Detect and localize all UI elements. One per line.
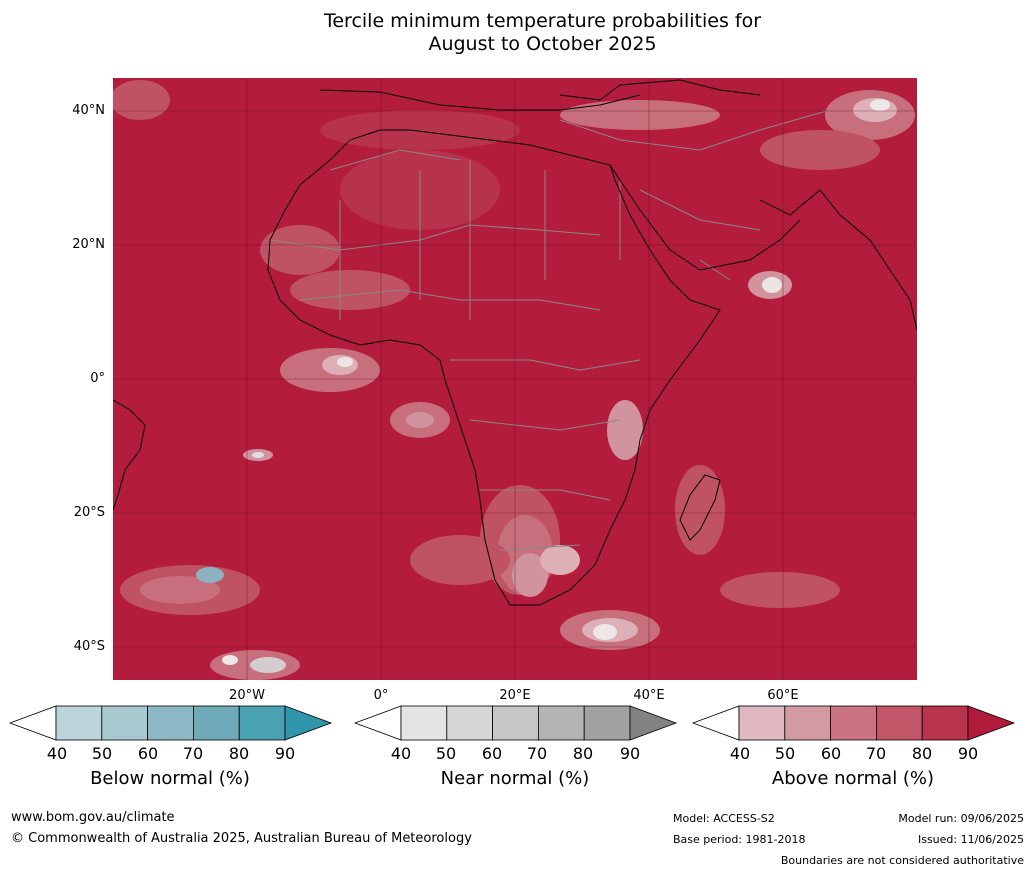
base-period: Base period: 1981-2018 — [673, 833, 806, 846]
colorbar-segment — [875, 705, 923, 741]
map-area — [113, 78, 917, 680]
title-line-2: August to October 2025 — [428, 33, 657, 55]
lat-label-40n: 40°N — [72, 103, 105, 118]
probability-shading — [113, 80, 915, 680]
lon-label-60e: 60°E — [767, 688, 799, 703]
colorbar-segment — [784, 705, 832, 741]
coastlines — [113, 79, 917, 606]
colorbar-segment — [147, 705, 194, 741]
cbar-tick: 90 — [957, 744, 979, 763]
colorbar-segment — [400, 705, 448, 741]
gridlines — [113, 78, 917, 680]
colorbar-under-triangle — [353, 705, 402, 741]
cbar-tick: 60 — [820, 744, 842, 763]
colorbar-segment — [101, 705, 149, 741]
cbar-tick: 80 — [911, 744, 933, 763]
cbar-tick: 40 — [46, 744, 68, 763]
cbar-tick: 60 — [137, 744, 159, 763]
cbar-tick: 50 — [774, 744, 796, 763]
cbar-tick: 80 — [228, 744, 250, 763]
cbar-tick: 80 — [572, 744, 594, 763]
colorbar-segment — [238, 705, 286, 741]
colorbar-over-triangle — [967, 705, 1016, 741]
country-borders — [269, 109, 831, 551]
cbar-tick: 90 — [274, 744, 296, 763]
colorbar-segment — [446, 705, 494, 741]
colorbar-under-triangle — [691, 705, 740, 741]
colorbar-segment — [921, 705, 969, 741]
boundaries-disclaimer: Boundaries are not considered authoritat… — [780, 854, 1024, 867]
cbar-tick: 70 — [865, 744, 887, 763]
cbar-tick: 50 — [91, 744, 113, 763]
lon-label-40e: 40°E — [633, 688, 665, 703]
cbar-tick: 70 — [182, 744, 204, 763]
model-name: Model: ACCESS-S2 — [673, 812, 775, 825]
copyright-text: © Commonwealth of Australia 2025, Austra… — [11, 831, 472, 846]
colorbar-segment — [192, 705, 240, 741]
lon-label-20e: 20°E — [499, 688, 531, 703]
colorbar-segment — [537, 705, 585, 741]
cbar-tick: 70 — [526, 744, 548, 763]
colorbar-near-normal — [353, 705, 678, 741]
lat-label-20n: 20°N — [72, 237, 105, 252]
colorbar-over-triangle — [284, 705, 333, 741]
issued-date: Issued: 11/06/2025 — [917, 833, 1024, 846]
colorbar-segment — [738, 705, 786, 741]
cbar-tick: 60 — [481, 744, 503, 763]
model-run-date: Model run: 09/06/2025 — [898, 812, 1024, 825]
cbar-tick: 40 — [390, 744, 412, 763]
lon-label-20w: 20°W — [229, 688, 265, 703]
cbar-tick: 40 — [729, 744, 751, 763]
colorbar-title-above: Above normal (%) — [771, 768, 935, 789]
lat-label-40s: 40°S — [73, 639, 105, 654]
colorbar-segment — [830, 705, 877, 741]
colorbar-segment — [583, 705, 631, 741]
title-line-1: Tercile minimum temperature probabilitie… — [323, 10, 762, 32]
cbar-tick: 50 — [435, 744, 457, 763]
lon-label-0: 0° — [373, 688, 389, 703]
colorbar-over-triangle — [629, 705, 678, 741]
colorbar-under-triangle — [8, 705, 57, 741]
colorbar-below-normal — [8, 705, 333, 741]
colorbar-title-below: Below normal (%) — [90, 768, 250, 789]
lat-label-20s: 20°S — [73, 505, 105, 520]
colorbar-title-near: Near normal (%) — [440, 768, 590, 789]
colorbar-segment — [55, 705, 103, 741]
lat-label-equator: 0° — [90, 371, 105, 386]
cbar-tick: 90 — [619, 744, 641, 763]
website-link[interactable]: www.bom.gov.au/climate — [11, 810, 175, 825]
colorbar-above-normal — [691, 705, 1016, 741]
map-title: Tercile minimum temperature probabilitie… — [0, 10, 1035, 56]
colorbar-segment — [492, 705, 539, 741]
